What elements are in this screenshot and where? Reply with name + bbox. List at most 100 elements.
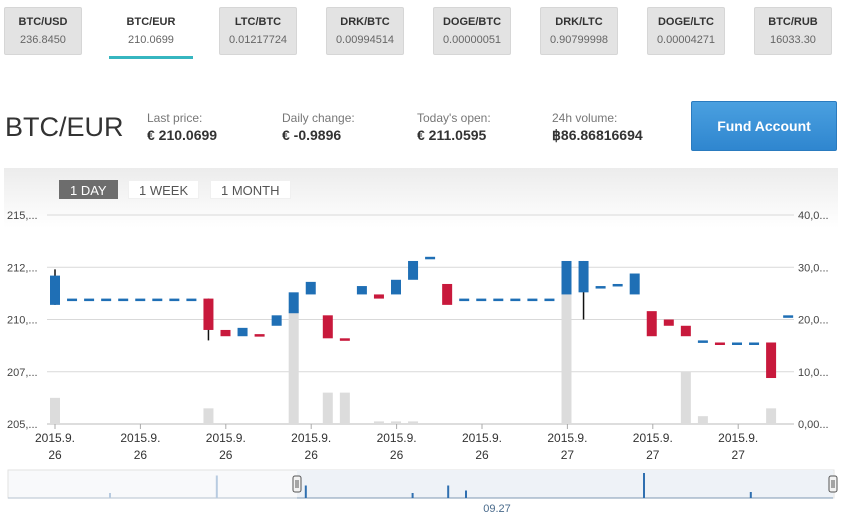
daily-change-value: € -0.9896 xyxy=(282,127,342,143)
candle-up xyxy=(50,275,60,305)
candle-up xyxy=(67,298,78,302)
ticker-value: 0.00000051 xyxy=(442,34,502,46)
fund-account-button[interactable]: Fund Account xyxy=(691,101,837,151)
candle-up xyxy=(612,283,623,287)
volume-bar xyxy=(339,392,350,424)
volume-bar xyxy=(50,397,60,424)
y2-tick-label: 30,0... xyxy=(798,262,829,274)
ticker-btc-usd[interactable]: BTC/USD 236.8450 xyxy=(4,7,82,55)
candle-up xyxy=(476,298,487,302)
navigator-handle xyxy=(292,475,302,493)
ticker-pair: DRK/LTC xyxy=(555,16,603,28)
candle-up xyxy=(237,327,248,337)
last-price-value: € 210.0699 xyxy=(147,127,218,143)
navigator-volume-bar xyxy=(447,485,450,498)
candle-down xyxy=(203,298,214,330)
y2-tick-label: 10,0... xyxy=(798,367,829,379)
volume-bar xyxy=(391,421,401,424)
y-tick-label: 212,... xyxy=(7,262,38,274)
todays-open-value: € 211.0595 xyxy=(417,127,487,143)
x-tick-label: 2015.9. xyxy=(291,431,331,445)
volume-bar xyxy=(766,408,777,424)
ticker-drk-btc[interactable]: DRK/BTC 0.00994514 xyxy=(326,7,404,55)
navigator-volume-bar xyxy=(109,493,111,498)
navigator-label: 09.27 xyxy=(483,503,511,515)
ticker-drk-ltc[interactable]: DRK/LTC 0.90799998 xyxy=(540,7,618,55)
range-1-month-button[interactable]: 1 MONTH xyxy=(210,180,291,199)
candle-down xyxy=(220,329,231,337)
ticker-pair: DOGE/LTC xyxy=(657,16,714,28)
todays-open-label: Today's open: xyxy=(417,111,491,125)
candle-down xyxy=(646,311,657,337)
candle-up xyxy=(527,298,538,302)
x-tick-label: 2015.9. xyxy=(547,431,587,445)
x-tick-label: 2015.9. xyxy=(718,431,758,445)
x-tick-label: 2015.9. xyxy=(206,431,246,445)
candle-up xyxy=(697,340,708,343)
ticker-ltc-btc[interactable]: LTC/BTC 0.01217724 xyxy=(219,7,297,55)
candle-down xyxy=(373,294,384,299)
candle-up xyxy=(169,298,180,302)
candle-down xyxy=(766,342,777,379)
ticker-row: BTC/USD 236.8450 BTC/EUR 210.0699 LTC/BTC 0.0… xyxy=(0,0,842,60)
x-tick-label: 2015.9. xyxy=(35,431,75,445)
y2-tick-label: 20,0... xyxy=(798,315,829,327)
ticker-btc-rub[interactable]: BTC/RUB 16033.30 xyxy=(754,7,832,55)
ticker-value: 16033.30 xyxy=(770,34,816,46)
candle-up xyxy=(459,298,470,302)
range-1-day-button[interactable]: 1 DAY xyxy=(59,180,118,199)
candle-up xyxy=(510,298,521,302)
ticker-btc-eur[interactable]: BTC/EUR 210.0699 xyxy=(109,7,193,59)
volume-bar xyxy=(203,408,214,424)
volume-bar xyxy=(561,262,572,424)
candle-up xyxy=(288,292,299,314)
range-1-week-button[interactable]: 1 WEEK xyxy=(128,180,200,199)
ticker-pair: DRK/BTC xyxy=(340,16,390,28)
candle-up xyxy=(305,281,316,295)
ticker-pair: BTC/EUR xyxy=(126,16,176,28)
candle-up xyxy=(186,298,197,302)
candle-up xyxy=(783,315,794,318)
candle-up xyxy=(356,286,367,295)
navigator-volume-bar xyxy=(465,490,467,498)
navigator-volume-bar xyxy=(643,473,645,498)
x-tick-label: 26 xyxy=(48,448,62,462)
navigator-volume-bar xyxy=(411,493,414,498)
x-tick-label: 26 xyxy=(219,448,233,462)
ticker-doge-btc[interactable]: DOGE/BTC 0.00000051 xyxy=(433,7,511,55)
candle-up xyxy=(152,298,163,302)
volume-bar xyxy=(373,421,384,424)
x-tick-label: 26 xyxy=(475,448,489,462)
candle-up xyxy=(135,298,146,302)
x-tick-label: 27 xyxy=(646,448,660,462)
volume-bar xyxy=(408,421,419,424)
candle-up xyxy=(578,260,589,293)
x-tick-label: 26 xyxy=(134,448,148,462)
ticker-value: 236.8450 xyxy=(20,34,66,46)
y-tick-label: 205,... xyxy=(7,419,38,431)
ticker-value: 0.90799998 xyxy=(549,34,609,46)
ticker-value: 0.01217724 xyxy=(228,34,288,46)
volume-bar xyxy=(680,371,691,424)
ticker-value: 210.0699 xyxy=(128,34,174,46)
candle-up xyxy=(544,298,555,302)
ticker-value: 0.00994514 xyxy=(335,34,395,46)
y-tick-label: 207,... xyxy=(7,367,38,379)
x-tick-label: 2015.9. xyxy=(120,431,160,445)
candle-up xyxy=(493,298,504,302)
daily-change: Daily change: € -0.9896 xyxy=(282,111,355,143)
ticker-doge-ltc[interactable]: DOGE/LTC 0.00004271 xyxy=(647,7,725,55)
last-price-label: Last price: xyxy=(147,111,203,125)
x-tick-label: 26 xyxy=(305,448,319,462)
x-tick-label: 27 xyxy=(732,448,746,462)
todays-open: Today's open: € 211.0595 xyxy=(417,111,491,143)
navigator-volume-bar xyxy=(749,492,752,498)
candle-down xyxy=(442,283,453,305)
volume-value: ฿86.86816694 xyxy=(552,127,643,143)
candle-up xyxy=(425,256,436,260)
candle-up xyxy=(84,298,95,302)
candle-down xyxy=(714,342,725,345)
y2-tick-label: 0,00... xyxy=(798,419,829,431)
candle-up xyxy=(561,260,572,295)
